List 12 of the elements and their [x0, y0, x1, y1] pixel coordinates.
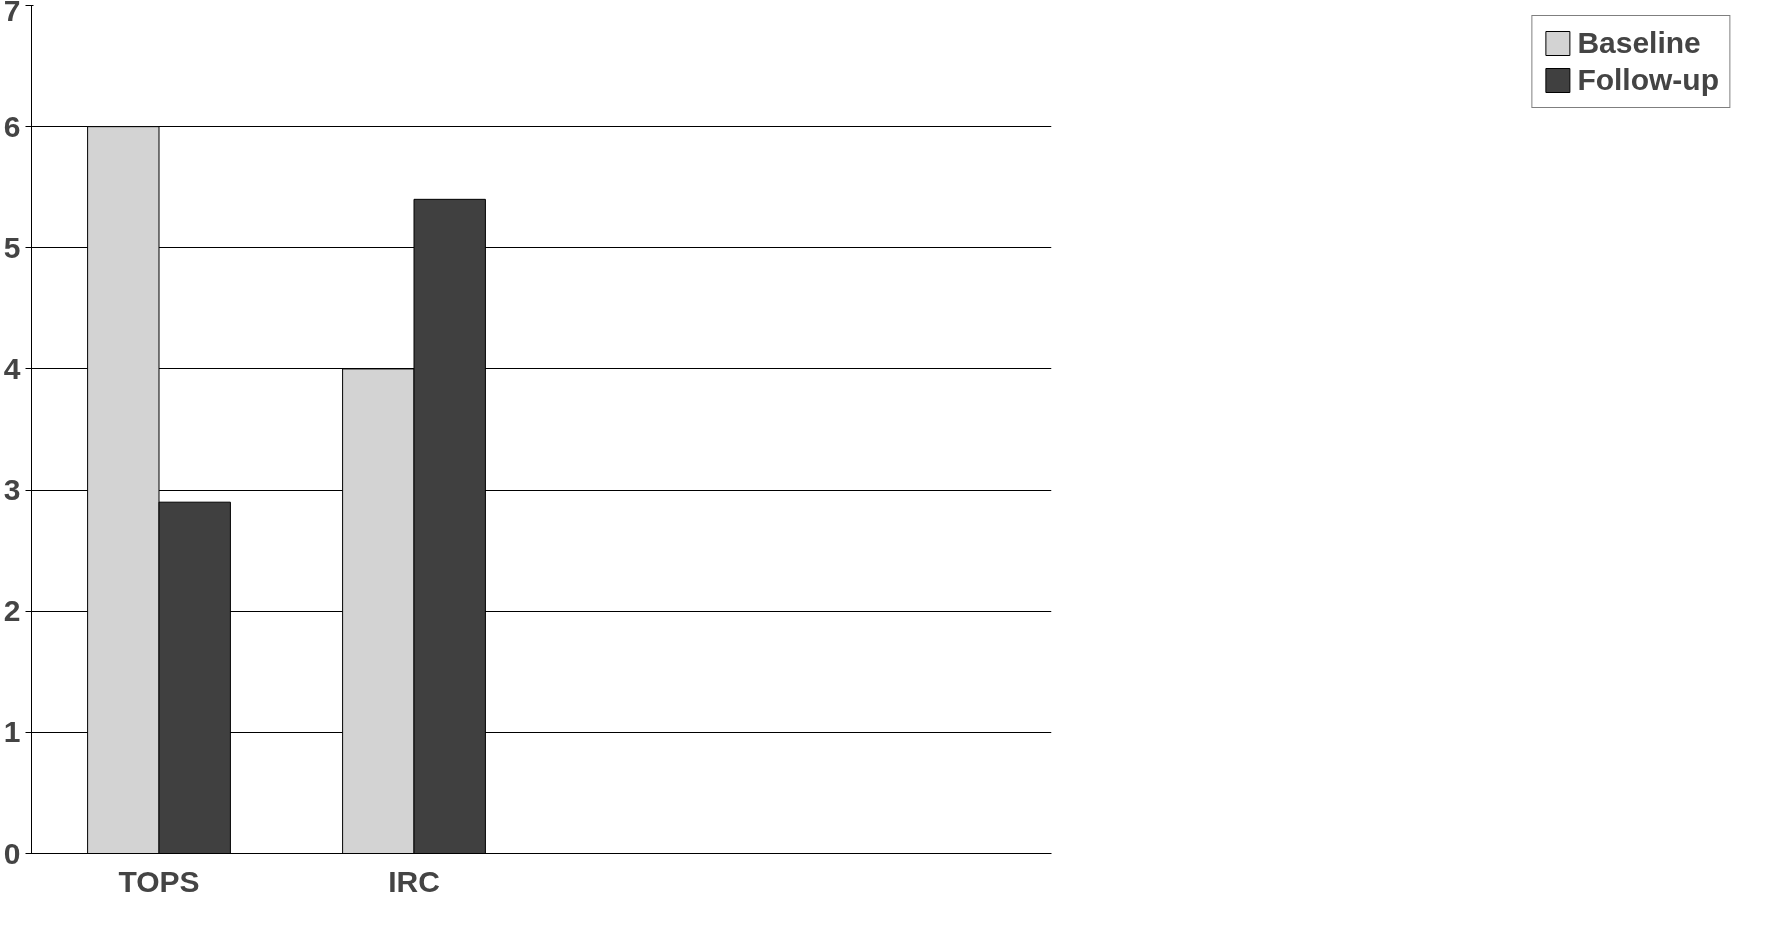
- x-tick-label: TOPS: [118, 864, 200, 898]
- y-tick-label: 6: [3, 109, 21, 143]
- y-tick-label: 7: [3, 0, 21, 27]
- y-tick-label: 3: [3, 473, 21, 507]
- y-tick-label: 5: [3, 230, 21, 264]
- x-tick-label: IRC: [388, 864, 440, 898]
- y-tick-label: 2: [3, 594, 21, 628]
- y-tick-label: 4: [3, 351, 21, 385]
- legend-label: Baseline: [1577, 26, 1701, 60]
- legend-label: Follow-up: [1577, 63, 1719, 97]
- y-tick-label: 1: [3, 715, 21, 749]
- y-tick-label: 0: [3, 836, 21, 870]
